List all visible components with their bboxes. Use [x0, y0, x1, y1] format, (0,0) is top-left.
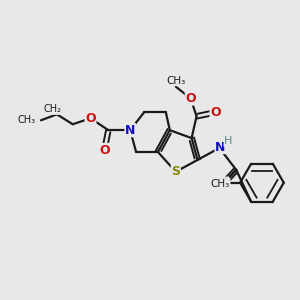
Text: CH₃: CH₃ — [18, 115, 36, 125]
Text: CH₂: CH₂ — [44, 104, 62, 114]
Text: H: H — [224, 136, 232, 146]
Text: N: N — [215, 140, 226, 154]
Text: S: S — [171, 165, 180, 178]
Text: CH₃: CH₃ — [211, 179, 230, 189]
Text: N: N — [125, 124, 135, 137]
Text: O: O — [218, 177, 229, 190]
Text: O: O — [185, 92, 196, 105]
Text: O: O — [85, 112, 96, 125]
Text: O: O — [99, 143, 110, 157]
Text: CH₃: CH₃ — [166, 76, 185, 85]
Text: O: O — [210, 106, 221, 119]
